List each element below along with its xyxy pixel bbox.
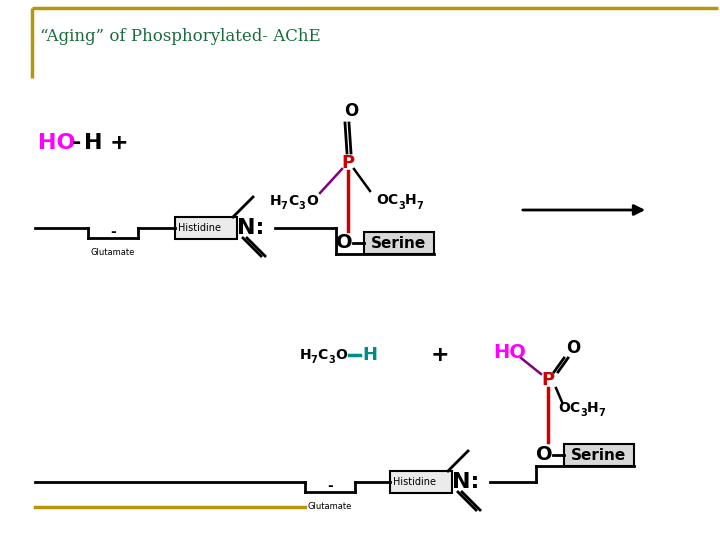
Text: C: C <box>317 348 328 362</box>
Text: 7: 7 <box>280 201 287 211</box>
Text: C: C <box>288 194 298 208</box>
Text: N:: N: <box>237 218 264 238</box>
Text: O: O <box>566 339 580 357</box>
Text: H: H <box>84 133 102 153</box>
Text: 3: 3 <box>580 408 587 418</box>
Text: Histidine: Histidine <box>178 223 221 233</box>
Text: O: O <box>344 102 358 120</box>
Text: Serine: Serine <box>372 235 427 251</box>
Text: “Aging” of Phosphorylated- AChE: “Aging” of Phosphorylated- AChE <box>40 28 320 45</box>
Text: OC: OC <box>376 193 398 207</box>
Text: 7: 7 <box>598 408 605 418</box>
Text: +: + <box>110 133 129 153</box>
Text: Glutamate: Glutamate <box>308 502 352 511</box>
Text: -: - <box>72 133 81 153</box>
Text: HO: HO <box>38 133 76 153</box>
Text: H: H <box>362 346 377 364</box>
Text: -: - <box>110 225 116 239</box>
Text: H: H <box>300 348 312 362</box>
Text: H: H <box>405 193 417 207</box>
Bar <box>364 232 434 254</box>
Text: P: P <box>341 154 354 172</box>
Text: O: O <box>335 348 347 362</box>
Text: 7: 7 <box>416 201 423 211</box>
Text: Serine: Serine <box>572 448 626 462</box>
Text: 7: 7 <box>310 355 317 365</box>
Text: H: H <box>587 401 598 415</box>
Text: 3: 3 <box>298 201 305 211</box>
Text: 3: 3 <box>328 355 335 365</box>
Text: Glutamate: Glutamate <box>91 248 135 257</box>
Bar <box>390 471 452 493</box>
Text: H: H <box>270 194 282 208</box>
Text: O: O <box>536 446 552 464</box>
Text: N:: N: <box>452 472 480 492</box>
Text: 3: 3 <box>398 201 405 211</box>
Bar <box>175 217 237 239</box>
Text: HO: HO <box>493 342 526 361</box>
Text: P: P <box>541 371 554 389</box>
Text: Histidine: Histidine <box>393 477 436 487</box>
Bar <box>564 444 634 466</box>
Text: OC: OC <box>558 401 580 415</box>
Text: -: - <box>327 479 333 493</box>
Text: +: + <box>431 345 449 365</box>
Text: O: O <box>336 233 352 253</box>
Text: O: O <box>306 194 318 208</box>
